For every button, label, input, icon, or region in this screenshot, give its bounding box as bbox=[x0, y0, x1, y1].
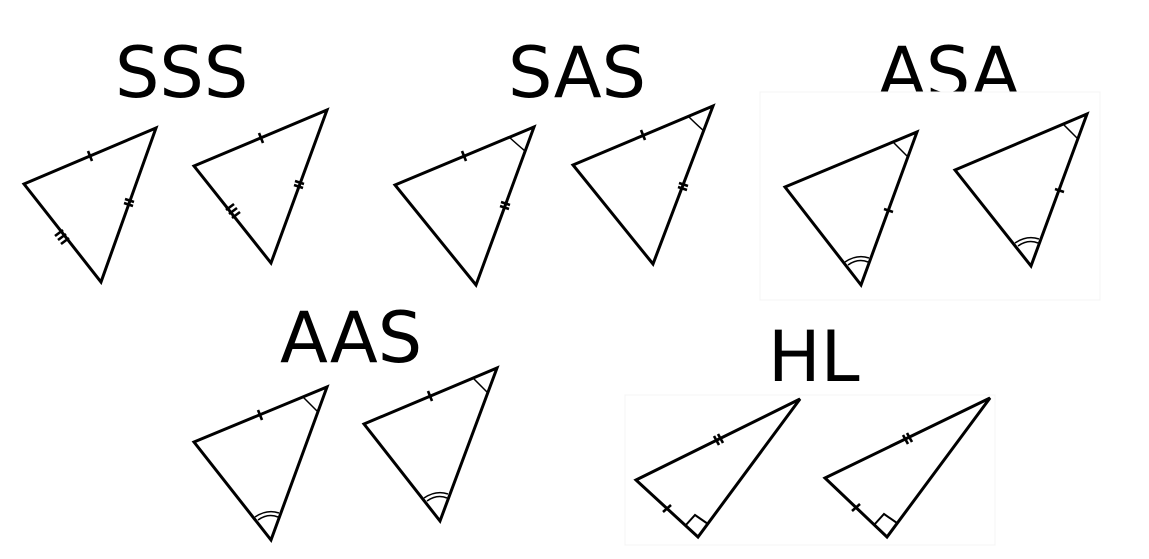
label-sss: SSS bbox=[115, 32, 249, 114]
panel-asa bbox=[759, 91, 1101, 301]
aas-triangle-left bbox=[191, 384, 330, 544]
label-sas: SAS bbox=[508, 32, 647, 114]
asa-triangle-right bbox=[952, 111, 1090, 270]
aas-triangle-right bbox=[361, 365, 500, 525]
sss-triangle-left bbox=[21, 125, 159, 286]
hl-triangle-left bbox=[633, 397, 802, 540]
panel-hl bbox=[624, 394, 996, 546]
sas-triangle-right bbox=[570, 103, 716, 267]
sss-triangle-right bbox=[191, 107, 330, 267]
sas-triangle-left bbox=[392, 124, 537, 288]
label-aas: AAS bbox=[280, 297, 423, 379]
hl-triangle-right bbox=[822, 396, 992, 540]
label-hl: HL bbox=[768, 316, 860, 398]
asa-triangle-left bbox=[782, 129, 920, 289]
